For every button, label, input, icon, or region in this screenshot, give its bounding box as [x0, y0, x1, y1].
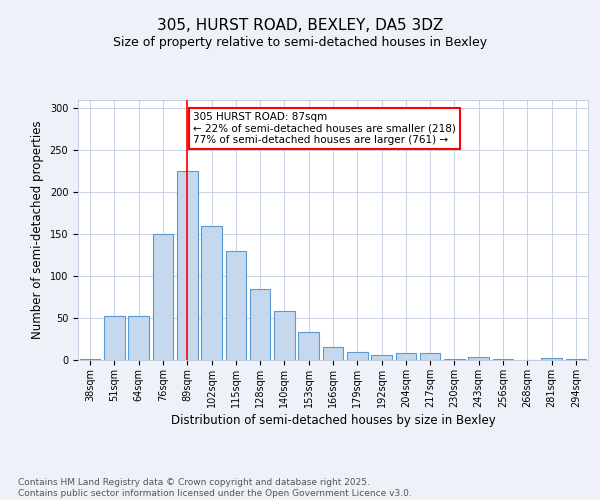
X-axis label: Distribution of semi-detached houses by size in Bexley: Distribution of semi-detached houses by …	[170, 414, 496, 427]
Bar	[152, 234, 173, 360]
Text: 305, HURST ROAD, BEXLEY, DA5 3DZ: 305, HURST ROAD, BEXLEY, DA5 3DZ	[157, 18, 443, 32]
Bar	[371, 355, 392, 360]
Bar	[298, 332, 319, 360]
Text: Contains HM Land Registry data © Crown copyright and database right 2025.
Contai: Contains HM Land Registry data © Crown c…	[18, 478, 412, 498]
Bar	[128, 316, 149, 360]
Bar	[541, 358, 562, 360]
Bar	[469, 356, 489, 360]
Bar	[566, 359, 586, 360]
Bar	[493, 359, 514, 360]
Bar	[444, 359, 465, 360]
Bar	[226, 251, 246, 360]
Text: 305 HURST ROAD: 87sqm
← 22% of semi-detached houses are smaller (218)
77% of sem: 305 HURST ROAD: 87sqm ← 22% of semi-deta…	[193, 112, 456, 145]
Bar	[347, 352, 368, 360]
Bar	[420, 354, 440, 360]
Bar	[177, 172, 197, 360]
Bar	[80, 359, 100, 360]
Bar	[395, 354, 416, 360]
Bar	[274, 312, 295, 360]
Text: Size of property relative to semi-detached houses in Bexley: Size of property relative to semi-detach…	[113, 36, 487, 49]
Bar	[250, 288, 271, 360]
Y-axis label: Number of semi-detached properties: Number of semi-detached properties	[31, 120, 44, 340]
Bar	[104, 316, 125, 360]
Bar	[201, 226, 222, 360]
Bar	[323, 346, 343, 360]
